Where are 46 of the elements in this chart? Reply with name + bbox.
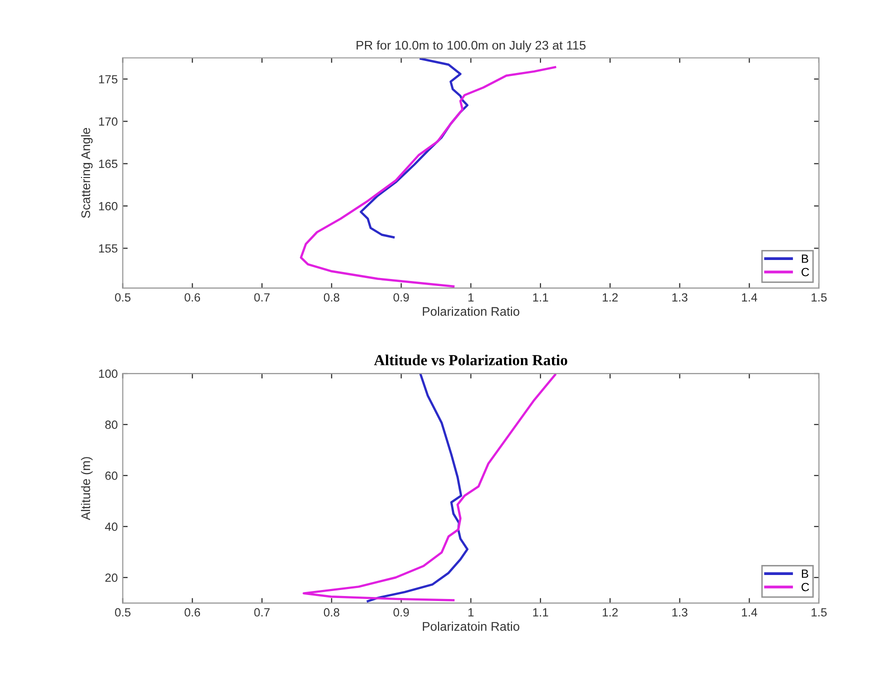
x-tick-label: 0.6 — [184, 293, 200, 302]
chart-title: Altitude vs Polarization Ratio — [374, 354, 568, 366]
chart-title: PR for 10.0m to 100.0m on July 23 at 115 — [356, 40, 586, 52]
x-tick-label: 1 — [468, 293, 474, 302]
x-tick-label: 1.2 — [602, 608, 618, 616]
y-tick-label: 100 — [99, 370, 118, 378]
x-tick-label: 0.9 — [393, 608, 409, 617]
y-tick-label: 155 — [99, 244, 118, 253]
line-series — [300, 66, 556, 288]
legend-label: B — [802, 570, 808, 578]
x-tick-label: 0.8 — [324, 293, 340, 302]
x-tick-label: 0.6 — [184, 608, 200, 617]
x-tick-label: 0.7 — [254, 608, 270, 617]
x-tick-label: 1.4 — [742, 293, 758, 302]
x-tick-label: 1.1 — [533, 608, 548, 616]
line-series — [360, 58, 468, 238]
x-tick-label: 1.5 — [812, 608, 827, 617]
y-axis-title: Altitude (m) — [80, 457, 93, 520]
y-tick-label: 20 — [105, 574, 118, 582]
x-tick-label: 0.8 — [324, 608, 340, 617]
y-tick-label: 175 — [99, 75, 118, 84]
legend-label: C — [802, 582, 810, 592]
x-tick-label: 1 — [468, 608, 474, 616]
x-tick-label: 0.7 — [254, 293, 270, 302]
x-tick-label: 1.2 — [602, 293, 618, 302]
y-axis-title: Scattering Angle — [80, 128, 93, 218]
y-tick-label: 170 — [99, 117, 118, 126]
x-tick-label: 0.9 — [393, 293, 409, 302]
x-tick-label: 1.1 — [533, 293, 548, 302]
x-tick-label: 1.3 — [672, 608, 688, 617]
y-tick-label: 160 — [99, 202, 118, 210]
x-tick-label: 0.5 — [115, 608, 130, 617]
x-tick-label: 0.5 — [115, 293, 130, 302]
legend-label: B — [802, 254, 808, 263]
y-tick-label: 165 — [99, 160, 118, 168]
line-series — [366, 374, 468, 602]
line-series — [302, 374, 556, 602]
x-axis-title: Polarization Ratio — [422, 306, 520, 316]
x-tick-label: 1.3 — [672, 293, 688, 302]
x-tick-label: 1.4 — [742, 608, 758, 616]
y-tick-label: 40 — [105, 522, 118, 531]
x-tick-label: 1.5 — [812, 293, 827, 302]
y-tick-label: 80 — [105, 420, 118, 429]
x-axis-title: Polarizatoin Ratio — [422, 622, 520, 631]
y-tick-label: 60 — [105, 472, 118, 480]
legend-label: C — [802, 268, 810, 276]
